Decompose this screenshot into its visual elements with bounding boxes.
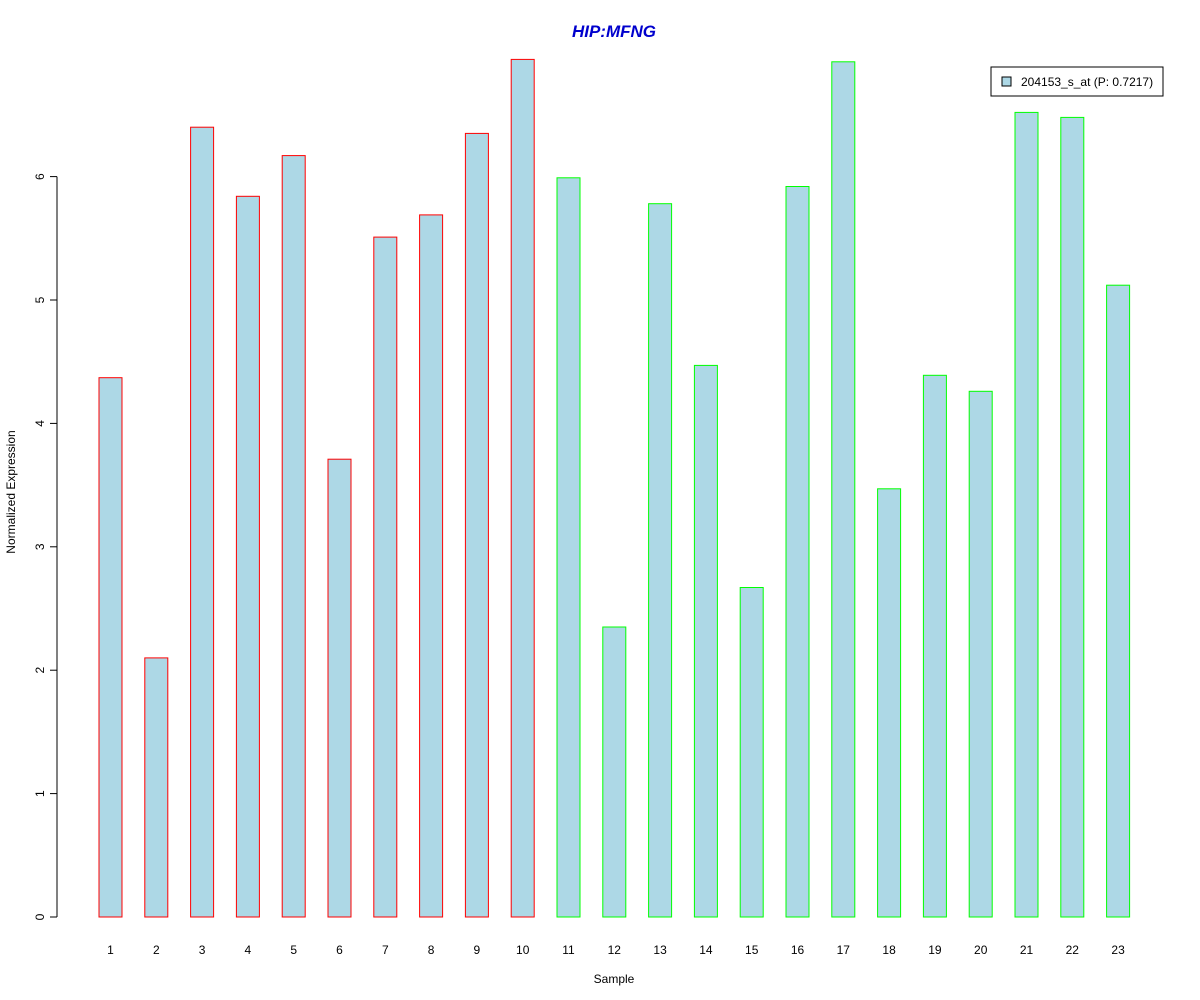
bar-sample-5 [281,155,306,918]
x-tick-label: 8 [428,943,435,957]
y-axis: 0 1 2 3 4 5 6 [33,173,58,920]
y-tick-label: 3 [33,543,47,550]
x-axis-title: Sample [594,972,635,986]
x-tick-label: 13 [653,943,667,957]
x-tick-label: 7 [382,943,389,957]
y-tick-label: 1 [33,790,47,797]
x-tick-label: 15 [745,943,759,957]
x-tick-label: 3 [199,943,206,957]
x-tick-label: 14 [699,943,713,957]
y-tick-label: 2 [33,667,47,674]
legend-label: 204153_s_at (P: 0.7217) [1021,75,1153,89]
bar-sample-13 [648,203,673,918]
bar-sample-11 [556,177,581,918]
x-tick-label: 4 [245,943,252,957]
bar-sample-22 [1060,116,1085,918]
y-tick-label: 5 [33,296,47,303]
y-tick-label: 0 [33,913,47,920]
x-tick-label: 5 [290,943,297,957]
bar-sample-3 [190,126,215,918]
x-axis-labels: 1 2 3 4 5 6 7 8 9 10 11 12 13 14 15 16 17 18 19 20 21 22 23 [107,943,1125,957]
bar-sample-23 [1106,284,1131,918]
bar-sample-14 [693,364,718,918]
chart-title: HIP:MFNG [572,22,656,41]
bar-sample-8 [419,214,444,918]
x-tick-label: 16 [791,943,805,957]
x-tick-label: 11 [562,943,575,957]
bar-sample-4 [235,195,260,918]
x-tick-label: 22 [1066,943,1080,957]
x-tick-label: 2 [153,943,160,957]
y-axis-title: Normalized Expression [4,430,18,553]
bar-sample-18 [877,488,902,918]
bar-sample-9 [464,132,489,918]
bar-sample-20 [968,390,993,918]
y-tick-label: 4 [33,420,47,427]
bar-sample-15 [739,587,764,918]
x-tick-label: 6 [336,943,343,957]
bar-sample-2 [144,657,169,918]
x-tick-label: 10 [516,943,530,957]
bars [98,58,1131,918]
y-tick-label: 6 [33,173,47,180]
x-tick-label: 23 [1111,943,1125,957]
bar-sample-16 [785,186,810,918]
x-tick-label: 9 [474,943,481,957]
bar-sample-17 [831,61,856,918]
bar-sample-21 [1014,111,1039,918]
bar-sample-7 [373,236,398,918]
bar-sample-12 [602,626,627,918]
bar-sample-10 [510,58,535,918]
x-tick-label: 17 [837,943,851,957]
legend: 204153_s_at (P: 0.7217) [990,66,1164,97]
x-tick-label: 20 [974,943,988,957]
legend-swatch [1001,76,1012,87]
x-tick-label: 12 [608,943,622,957]
bar-sample-19 [922,374,947,918]
x-tick-label: 18 [882,943,896,957]
x-tick-label: 21 [1020,943,1034,957]
bar-sample-6 [327,458,352,918]
legend-box [990,66,1164,97]
x-tick-label: 19 [928,943,942,957]
x-tick-label: 1 [107,943,114,957]
bar-sample-1 [98,377,123,918]
